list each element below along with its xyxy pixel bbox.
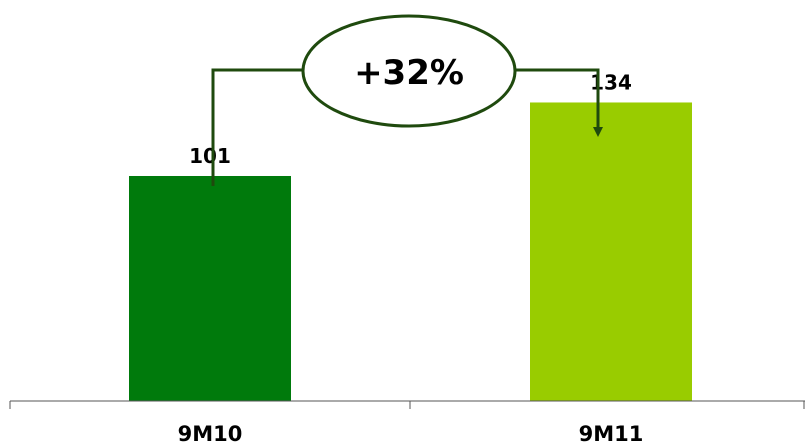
- growth-connector-line: [211, 68, 598, 186]
- growth-annotation: +32%: [211, 14, 598, 186]
- growth-label: +32%: [354, 53, 464, 93]
- category-labels-group: 9M10 9M11: [178, 422, 644, 446]
- category-label-9m11: 9M11: [579, 422, 644, 446]
- bar-9m11: [530, 102, 692, 401]
- value-label-9m10: 101: [189, 144, 231, 168]
- category-label-9m10: 9M10: [178, 422, 243, 446]
- bars-group: [129, 102, 692, 401]
- bar-9m10: [129, 175, 291, 401]
- value-label-9m11: 134: [590, 70, 632, 94]
- growth-ellipse: [301, 14, 517, 128]
- x-axis: [9, 400, 805, 409]
